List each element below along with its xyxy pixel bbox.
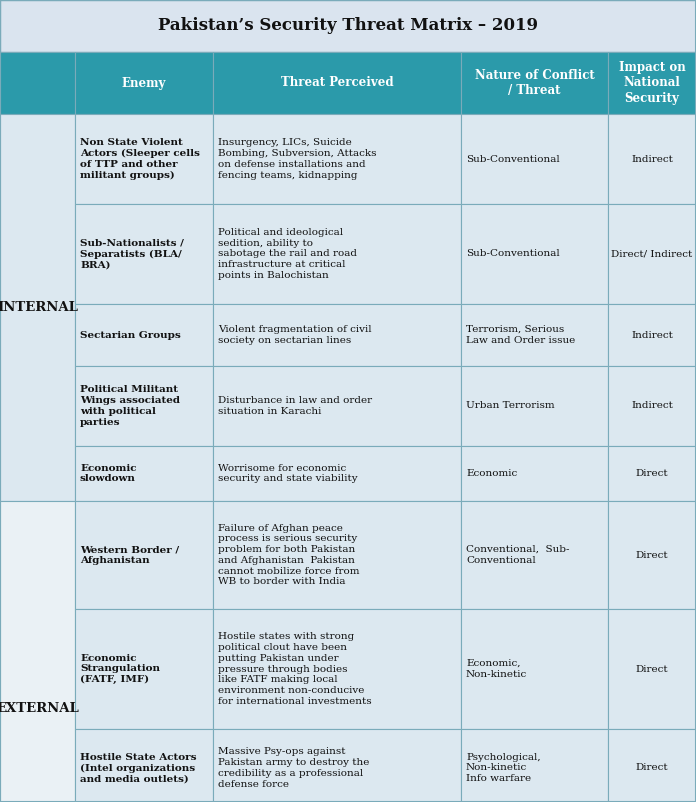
Text: Sub-Conventional: Sub-Conventional bbox=[466, 155, 560, 164]
Text: Indirect: Indirect bbox=[631, 155, 673, 164]
Text: Sectarian Groups: Sectarian Groups bbox=[80, 330, 181, 339]
Bar bbox=[213, 366, 461, 446]
Bar bbox=[75, 501, 213, 609]
Text: Psychological,
Non-kinetic
Info warfare: Psychological, Non-kinetic Info warfare bbox=[466, 753, 541, 784]
Text: Direct: Direct bbox=[635, 469, 668, 478]
Bar bbox=[608, 52, 696, 114]
Bar bbox=[75, 609, 213, 729]
Text: Threat Perceived: Threat Perceived bbox=[280, 76, 393, 90]
Bar bbox=[461, 446, 608, 501]
Bar bbox=[75, 204, 213, 304]
Text: Terrorism, Serious
Law and Order issue: Terrorism, Serious Law and Order issue bbox=[466, 325, 576, 345]
Text: Hostile State Actors
(Intel organizations
and media outlets): Hostile State Actors (Intel organization… bbox=[80, 752, 196, 784]
Text: Impact on
National
Security: Impact on National Security bbox=[619, 61, 686, 105]
Bar bbox=[75, 366, 213, 446]
Bar bbox=[461, 304, 608, 366]
Bar bbox=[461, 52, 608, 114]
Bar bbox=[0, 52, 75, 114]
Bar bbox=[213, 501, 461, 609]
Text: Nature of Conflict
/ Threat: Nature of Conflict / Threat bbox=[475, 69, 594, 97]
Bar bbox=[213, 446, 461, 501]
Text: Enemy: Enemy bbox=[122, 76, 166, 90]
Bar bbox=[608, 366, 696, 446]
Bar bbox=[0, 501, 75, 802]
Text: Political Militant
Wings associated
with political
parties: Political Militant Wings associated with… bbox=[80, 386, 180, 427]
Bar bbox=[608, 501, 696, 609]
Text: Direct: Direct bbox=[635, 550, 668, 560]
Bar bbox=[608, 114, 696, 204]
Bar bbox=[213, 204, 461, 304]
Bar bbox=[608, 729, 696, 802]
Text: Sub-Nationalists /
Separatists (BLA/
BRA): Sub-Nationalists / Separatists (BLA/ BRA… bbox=[80, 239, 184, 269]
Text: Direct/ Indirect: Direct/ Indirect bbox=[611, 249, 693, 258]
Text: Economic: Economic bbox=[466, 469, 517, 478]
Bar bbox=[461, 366, 608, 446]
Text: Economic
Strangulation
(FATF, IMF): Economic Strangulation (FATF, IMF) bbox=[80, 654, 160, 684]
Bar bbox=[608, 304, 696, 366]
Text: Economic,
Non-kinetic: Economic, Non-kinetic bbox=[466, 659, 528, 678]
Bar bbox=[75, 52, 213, 114]
Bar bbox=[75, 729, 213, 802]
Bar bbox=[0, 114, 75, 501]
Bar bbox=[213, 304, 461, 366]
Bar bbox=[608, 609, 696, 729]
Bar bbox=[75, 114, 213, 204]
Text: Hostile states with strong
political clout have been
putting Pakistan under
pres: Hostile states with strong political clo… bbox=[218, 632, 372, 706]
Bar bbox=[461, 114, 608, 204]
Bar bbox=[0, 0, 696, 52]
Text: Direct: Direct bbox=[635, 764, 668, 772]
Bar bbox=[213, 729, 461, 802]
Text: Political and ideological
sedition, ability to
sabotage the rail and road
infras: Political and ideological sedition, abil… bbox=[218, 228, 357, 280]
Bar bbox=[461, 501, 608, 609]
Text: Conventional,  Sub-
Conventional: Conventional, Sub- Conventional bbox=[466, 545, 569, 565]
Bar bbox=[461, 609, 608, 729]
Text: Pakistan’s Security Threat Matrix – 2019: Pakistan’s Security Threat Matrix – 2019 bbox=[158, 18, 538, 34]
Text: Urban Terrorism: Urban Terrorism bbox=[466, 402, 555, 411]
Text: Insurgency, LICs, Suicide
Bombing, Subversion, Attacks
on defense installations : Insurgency, LICs, Suicide Bombing, Subve… bbox=[218, 139, 377, 180]
Bar bbox=[213, 114, 461, 204]
Bar bbox=[608, 204, 696, 304]
Bar bbox=[461, 729, 608, 802]
Text: Failure of Afghan peace
process is serious security
problem for both Pakistan
an: Failure of Afghan peace process is serio… bbox=[218, 524, 360, 586]
Bar bbox=[461, 204, 608, 304]
Text: Western Border /
Afghanistan: Western Border / Afghanistan bbox=[80, 545, 179, 565]
Text: Sub-Conventional: Sub-Conventional bbox=[466, 249, 560, 258]
Bar bbox=[75, 446, 213, 501]
Bar bbox=[213, 609, 461, 729]
Text: EXTERNAL: EXTERNAL bbox=[0, 703, 79, 715]
Bar bbox=[608, 446, 696, 501]
Bar bbox=[213, 52, 461, 114]
Text: Direct: Direct bbox=[635, 665, 668, 674]
Text: Violent fragmentation of civil
society on sectarian lines: Violent fragmentation of civil society o… bbox=[218, 325, 372, 345]
Text: INTERNAL: INTERNAL bbox=[0, 301, 78, 314]
Text: Indirect: Indirect bbox=[631, 402, 673, 411]
Text: Indirect: Indirect bbox=[631, 330, 673, 339]
Text: Non State Violent
Actors (Sleeper cells
of TTP and other
militant groups): Non State Violent Actors (Sleeper cells … bbox=[80, 138, 200, 180]
Text: Massive Psy-ops against
Pakistan army to destroy the
credibility as a profession: Massive Psy-ops against Pakistan army to… bbox=[218, 747, 370, 788]
Text: Economic
slowdown: Economic slowdown bbox=[80, 464, 136, 484]
Text: Worrisome for economic
security and state viability: Worrisome for economic security and stat… bbox=[218, 464, 358, 484]
Text: Disturbance in law and order
situation in Karachi: Disturbance in law and order situation i… bbox=[218, 396, 372, 416]
Bar bbox=[75, 304, 213, 366]
